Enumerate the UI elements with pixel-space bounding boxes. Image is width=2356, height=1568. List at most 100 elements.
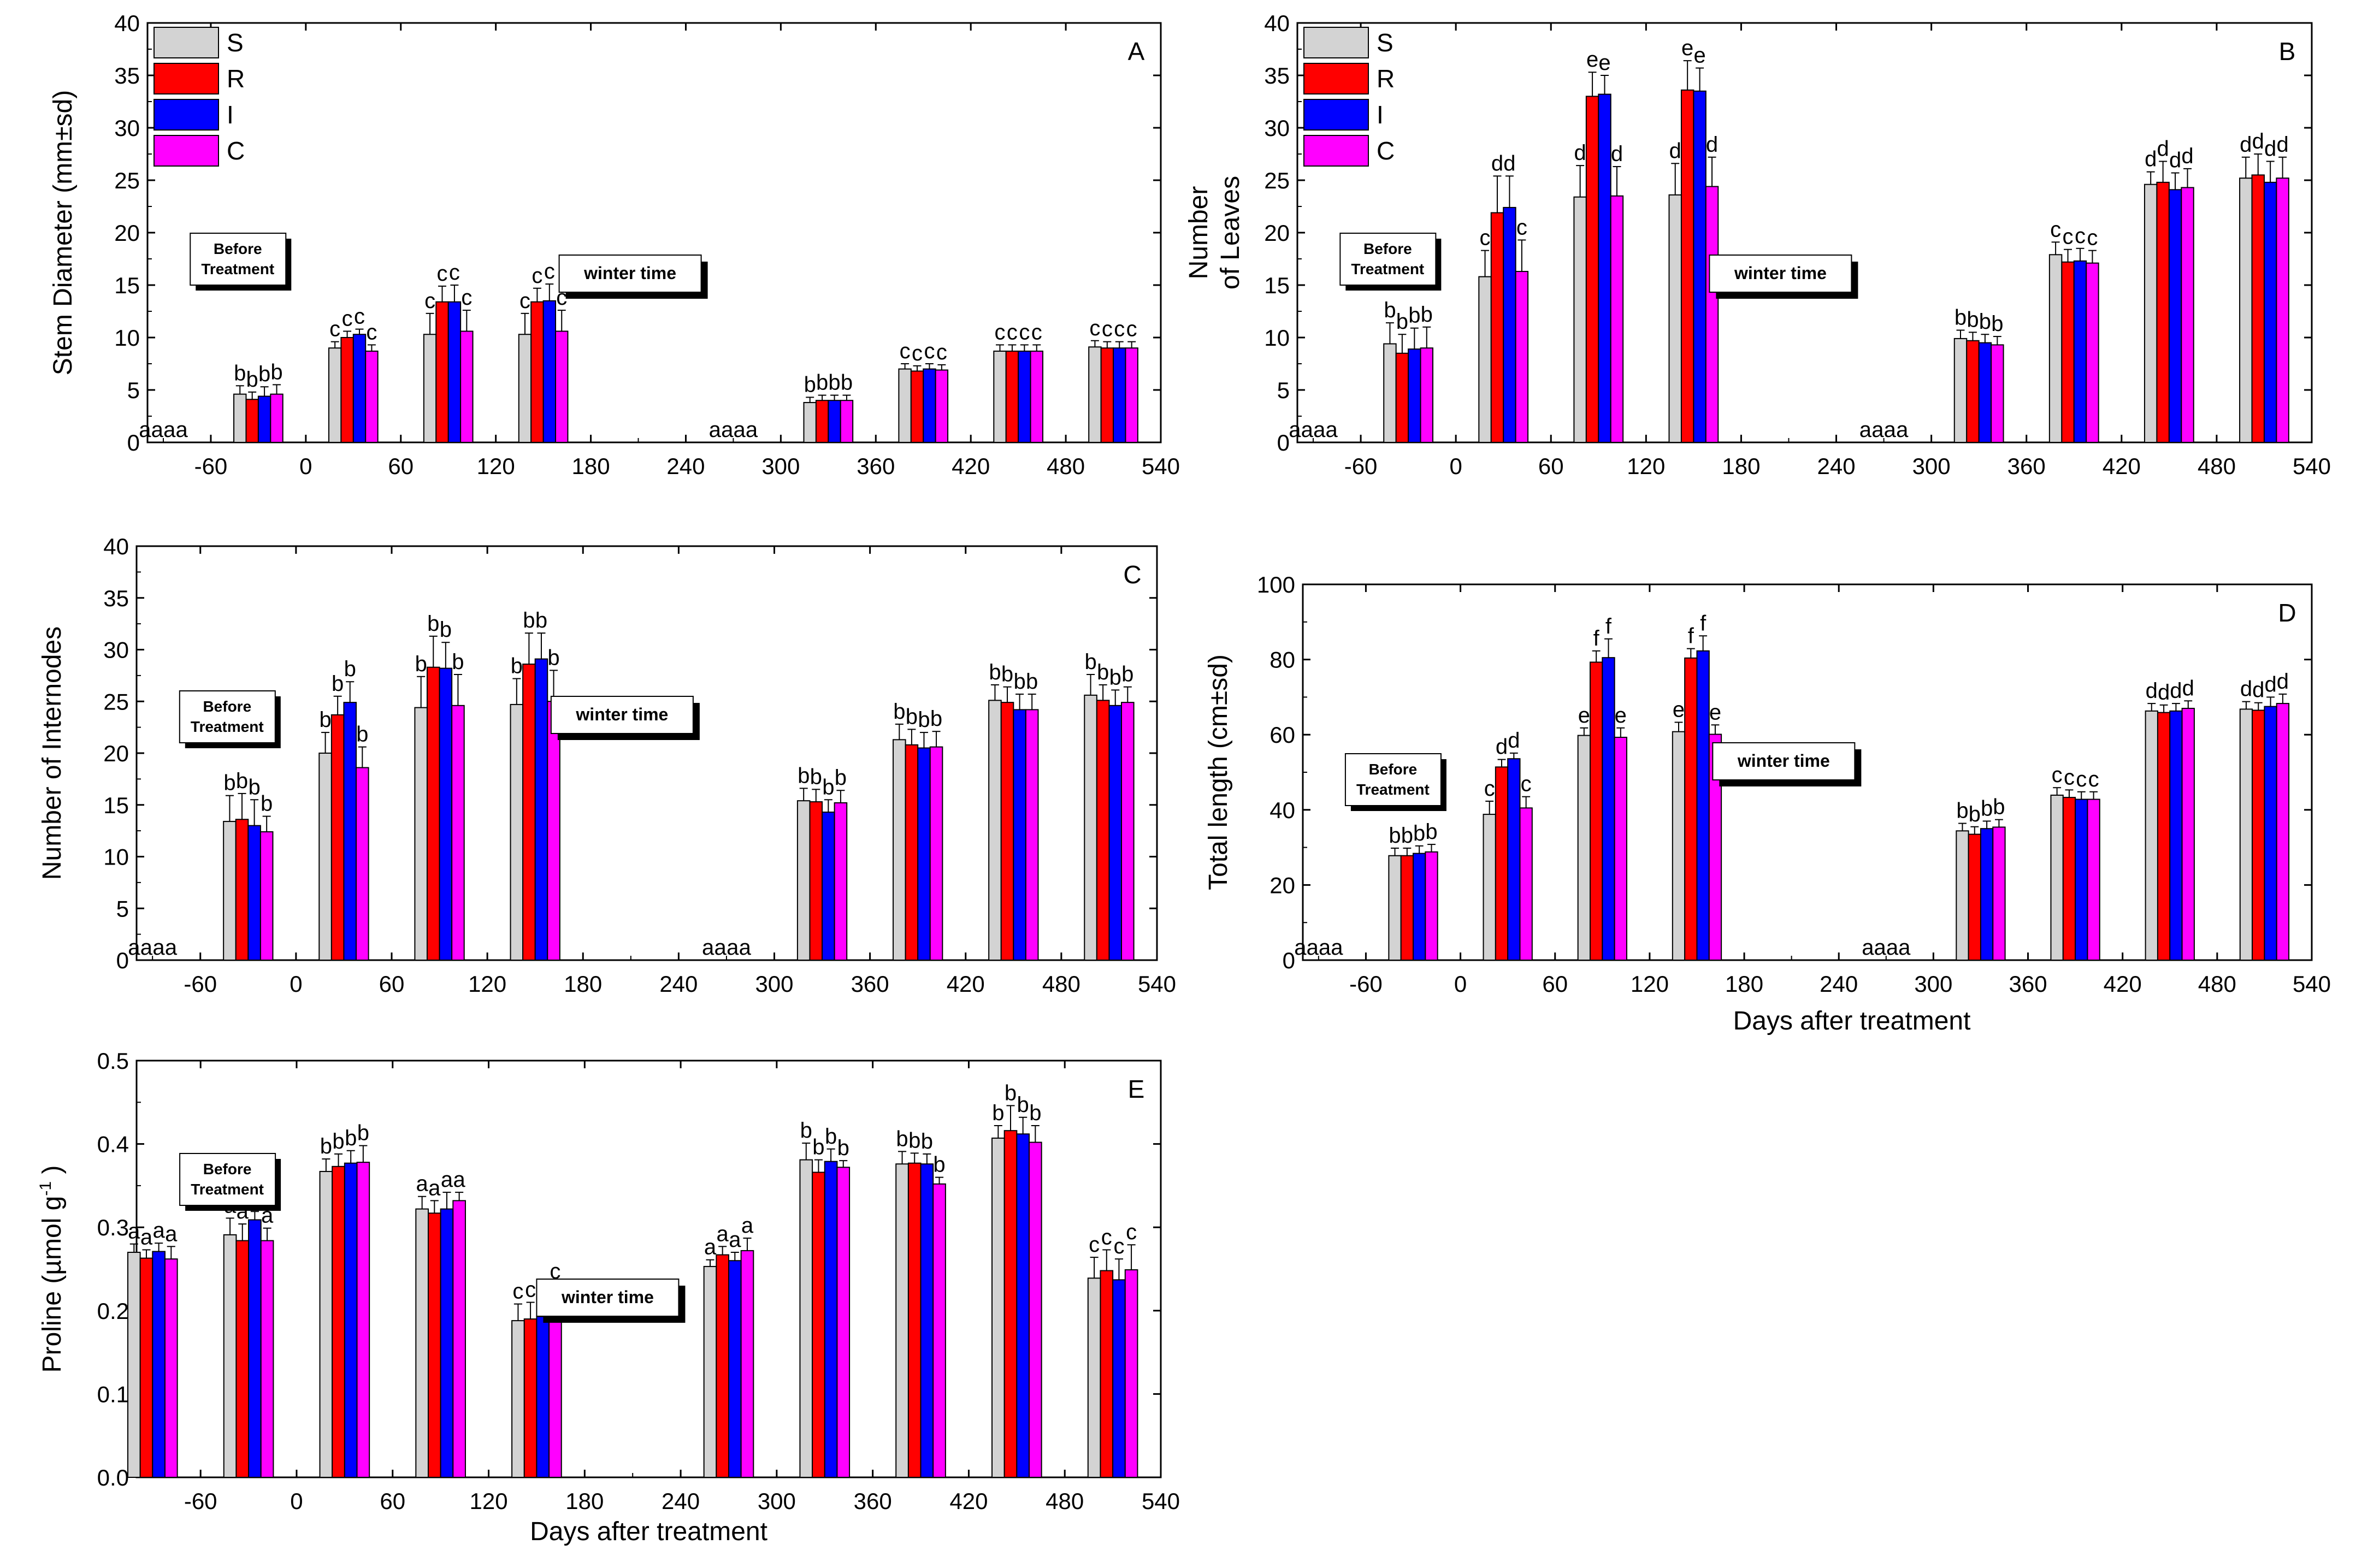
significance-label: c [461,286,472,310]
y-tick-label: 0 [116,948,129,973]
bar-C [1515,271,1529,443]
bar-I [923,368,936,443]
y-axis-label: Proline (µmol g-1 ) [37,1165,67,1373]
significance-label: b [908,1128,920,1152]
significance-label: b [804,372,816,397]
panel-b: 0 5 10 15 20 25 30 35 40 -60 0 60 120 180 240 300 360 420… [1184,10,2331,479]
significance-label: a [741,1214,754,1238]
bar-R [522,664,536,961]
bar-I [248,1219,262,1478]
significance-label: c [512,1280,523,1304]
bar-I [1507,758,1521,961]
bar-I [1113,347,1126,443]
legend-label-R: R [1377,64,1395,93]
bar-C [929,746,943,961]
before-box-line2: Treatment [1356,781,1430,798]
y-tick-label: 0.3 [97,1215,129,1240]
bar-R [2252,709,2265,961]
bar-I [728,1260,742,1478]
significance-label: b [1991,312,2003,336]
significance-label: d [2158,681,2170,705]
y-axis-label-line: of Leaves [1216,176,1245,289]
significance-label: a [128,1220,140,1244]
bar-C [1125,347,1138,443]
bar-I [1503,206,1516,443]
bar-S [2144,184,2158,443]
significance-label: b [320,1134,332,1158]
bar-S [2048,254,2063,443]
bar-I [440,1208,454,1478]
x-tick-label: 180 [572,453,610,479]
significance-label: b [1979,310,1991,334]
bar-group: d e e d [1573,48,1624,443]
bar-C [1519,807,1533,961]
panel-letter: C [1123,560,1141,589]
winter-box-frame [1709,255,1852,293]
significance-label: c [900,339,911,363]
significance-label: a [1886,936,1899,960]
significance-label: b [893,700,905,724]
x-tick-label: 240 [659,971,698,997]
before-box-frame [179,690,276,743]
significance-label: c [2076,767,2087,791]
significance-label: b [246,368,258,392]
significance-label: b [258,362,270,386]
significance-label: b [415,652,427,676]
bar-C [1121,702,1135,961]
significance-label: b [1425,820,1437,844]
bar-S [223,1234,237,1478]
significance-label: e [1681,36,1693,60]
bar-C [1025,709,1039,961]
significance-label: b [344,657,356,681]
significance-label: c [1126,317,1137,341]
bar-R [1005,350,1019,443]
significance-label: a [717,1222,729,1246]
significance-label: e [1673,697,1685,721]
bar-C [2181,708,2195,961]
bar-R [2061,261,2075,443]
significance-label: b [933,1153,945,1177]
before-treatment-box: Before Treatment [1339,233,1442,291]
y-axis-label-text: Number of Internodes [38,626,67,880]
bar-S [799,1159,813,1478]
x-tick-label: 480 [1042,971,1080,997]
bar-I [1112,1279,1126,1478]
bar-C [2086,262,2099,443]
before-treatment-box: Before Treatment [179,1153,281,1211]
significance-label: b [930,707,942,731]
significance-label: f [1593,626,1600,650]
bar-C [2276,703,2290,961]
x-tick-label: 120 [469,1488,507,1514]
winter-box-label: winter time [1734,263,1827,283]
significance-label: c [1480,226,1491,250]
before-box-line1: Before [1363,240,1412,257]
y-tick-label: 30 [103,637,129,663]
bar-group: e ff e [1577,614,1627,961]
x-tick-label: 180 [565,1488,604,1514]
significance-label: d [2276,133,2288,157]
x-tick-label: 120 [1631,971,1669,997]
significance-label: b [332,1129,344,1153]
y-tick-label: 0.2 [97,1298,129,1324]
bar-S [127,1251,141,1478]
panel-c: 0 5 10 15 20 25 30 35 40 -60 0 60 120 180 240 300 360 420… [38,534,1176,997]
bar-group: e ff e [1672,611,1722,961]
y-tick-label: 20 [1269,872,1295,898]
winter-box-frame [558,255,702,293]
bar-R [1003,1130,1018,1478]
bar-I [1016,1133,1030,1478]
x-tick-label: 0 [299,453,312,479]
x-tick-label: 360 [857,453,895,479]
significance-label: b [1993,795,2005,819]
bar-S [319,1170,333,1478]
winter-box-frame [536,1279,680,1317]
